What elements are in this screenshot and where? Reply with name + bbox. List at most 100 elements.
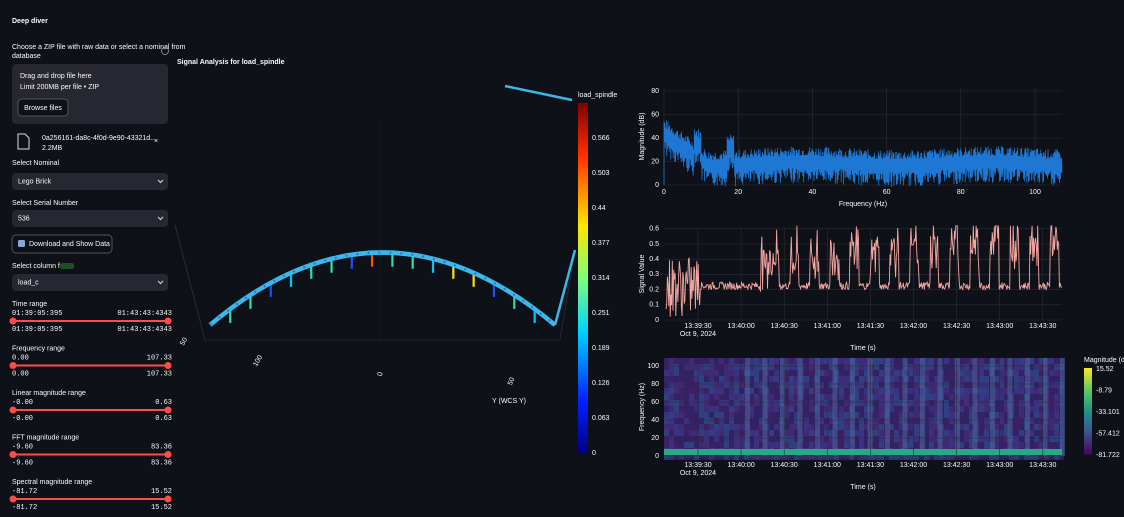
spectrogram-cell (699, 382, 704, 388)
spectrogram-cell (1019, 388, 1024, 394)
y-tick-label: 60 (651, 399, 659, 406)
spectrogram-cell (964, 400, 969, 406)
spectrogram-cell (714, 400, 719, 406)
colorbar (578, 103, 588, 454)
spectrogram-cell (949, 406, 954, 412)
spectrogram-cell (769, 376, 774, 382)
spectrogram-cell (769, 424, 774, 430)
spectrogram-cell (1034, 400, 1039, 406)
slider-knob[interactable] (10, 496, 17, 503)
spectrogram-cell (714, 358, 719, 364)
spectrogram-cell (949, 364, 954, 370)
spectrogram-cell (754, 358, 759, 364)
spectrogram-cell (684, 418, 689, 424)
slider-knob[interactable] (165, 407, 172, 414)
spectrogram-cell (689, 400, 694, 406)
remove-file[interactable]: × (154, 138, 158, 145)
spectrogram-cell (844, 412, 849, 418)
spectrogram-cell (929, 436, 934, 442)
spectrogram-cell (1049, 370, 1054, 376)
spectrogram-cell (964, 442, 969, 448)
spectrogram-cell (944, 370, 949, 376)
spectrogram-cell (704, 412, 709, 418)
colorbar-tick: 0.566 (592, 135, 610, 142)
spectrogram-cell (844, 388, 849, 394)
spectrogram-cell (789, 400, 794, 406)
select-box[interactable] (12, 210, 168, 227)
spectrogram-cell (844, 418, 849, 424)
spectrogram-cell (894, 364, 899, 370)
spectrogram-cell (684, 388, 689, 394)
spectrogram-cell (984, 358, 989, 364)
spectrogram-cell (719, 358, 724, 364)
spectrogram-cell (669, 412, 674, 418)
spectrogram-cell (844, 370, 849, 376)
spectrogram-cell (804, 418, 809, 424)
slider-knob[interactable] (165, 451, 172, 458)
spectrogram-cell (859, 442, 864, 448)
slider-knob[interactable] (10, 407, 17, 414)
spectrogram-cell (734, 376, 739, 382)
spectrogram-cell (1054, 400, 1059, 406)
spectrogram-cell (859, 412, 864, 418)
x-tick-date: Oct 9, 2024 (680, 470, 716, 477)
spectrogram-cell (789, 364, 794, 370)
y-tick-label: 80 (651, 88, 659, 95)
spectrogram-cell (964, 412, 969, 418)
spectrogram-cell (729, 412, 734, 418)
slider-label: Spectral magnitude range (12, 479, 92, 486)
spectrogram-cell (844, 424, 849, 430)
spectrogram-cell (1034, 364, 1039, 370)
slider-knob[interactable] (10, 451, 17, 458)
spectrogram-cell (774, 424, 779, 430)
spectrogram-cell (714, 382, 719, 388)
spectrogram-cell (949, 424, 954, 430)
spectrogram-cell (879, 406, 884, 412)
spectrogram-cell (729, 442, 734, 448)
spectrogram-cell (874, 376, 879, 382)
slider-knob[interactable] (10, 362, 17, 369)
spectrogram-cell (979, 358, 984, 364)
spectrogram-cell (844, 376, 849, 382)
spectrogram-cell (739, 442, 744, 448)
spectrogram-cell (684, 370, 689, 376)
spectrogram-cell (709, 394, 714, 400)
spectrogram-cell (859, 400, 864, 406)
slider-max-current: 83.36 (151, 443, 172, 451)
x-tick-label: 13:39:30 (684, 323, 711, 330)
spectrogram-cell (754, 394, 759, 400)
spectrogram-cell (789, 418, 794, 424)
y-tick-label: 0.3 (649, 271, 659, 278)
spectrogram-stripe (1060, 358, 1065, 456)
spectrogram-cell (709, 364, 714, 370)
spectrogram-cell (719, 418, 724, 424)
spectrogram-cell (839, 424, 844, 430)
spectrogram-colorbar-tick: -57.412 (1096, 430, 1120, 437)
x-axis-label: Frequency (Hz) (839, 201, 887, 208)
slider-knob[interactable] (10, 318, 17, 325)
spectrogram-cell (679, 400, 684, 406)
spectrogram-cell (699, 406, 704, 412)
spectrogram-cell (704, 382, 709, 388)
spectrogram-cell (664, 364, 669, 370)
slider-knob[interactable] (165, 362, 172, 369)
slider-max-current: 01:43:43:4343 (117, 310, 172, 318)
spectrogram-cell (669, 430, 674, 436)
spectrogram-cell (719, 400, 724, 406)
spectrogram-cell (734, 424, 739, 430)
spectrogram-cell (699, 430, 704, 436)
spectrogram-cell (704, 442, 709, 448)
spectrogram-cell (1014, 400, 1019, 406)
slider-knob[interactable] (165, 496, 172, 503)
spectrogram-stripe (955, 358, 960, 456)
spectrogram-cell (669, 418, 674, 424)
spectrogram-cell (669, 382, 674, 388)
spectrogram-cell (714, 376, 719, 382)
spectrogram-cell (809, 400, 814, 406)
spectrogram-cell (679, 388, 684, 394)
spectrogram-cell (789, 406, 794, 412)
slider-knob[interactable] (165, 318, 172, 325)
spectrogram-cell (684, 358, 689, 364)
spectrogram-cell (894, 430, 899, 436)
spectrogram-cell (739, 382, 744, 388)
